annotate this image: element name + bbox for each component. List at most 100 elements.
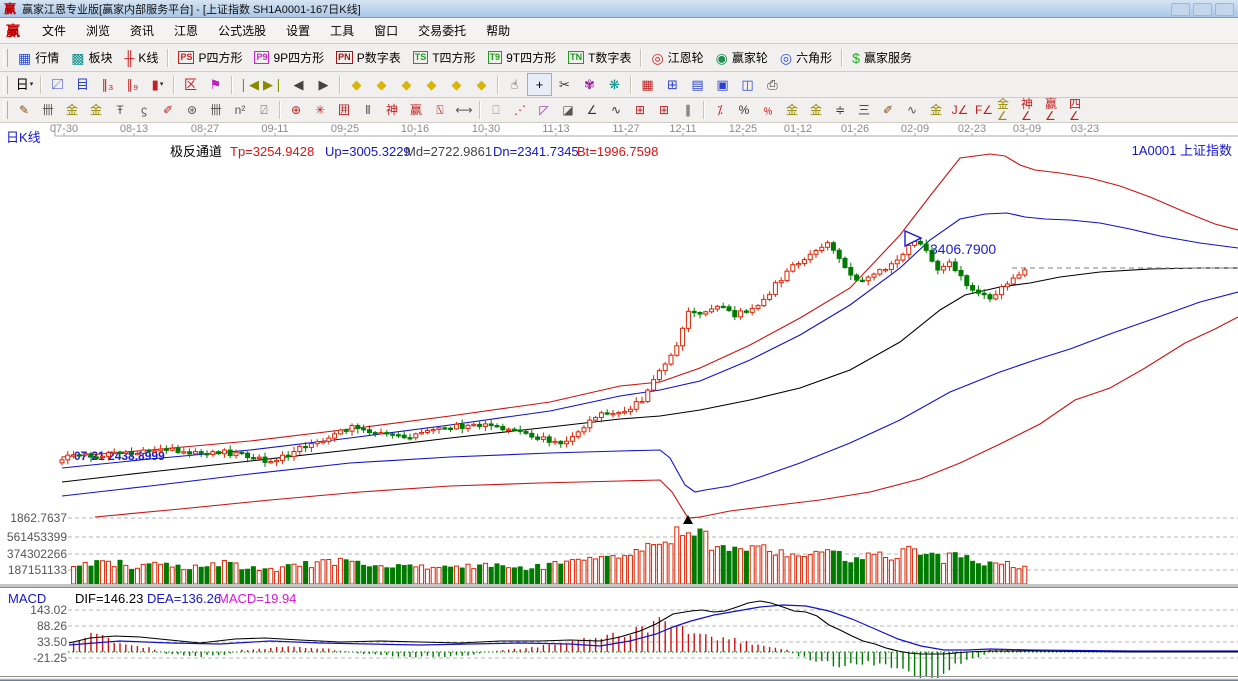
menu-window[interactable]: 窗口 bbox=[374, 24, 399, 38]
btn-last-page[interactable]: ▶❘ bbox=[261, 73, 286, 96]
btn-percent-bars[interactable]: ⁒ bbox=[708, 100, 732, 121]
btn-red-fan[interactable]: ⋰ bbox=[508, 100, 532, 121]
btn-expand-v[interactable]: ◆ bbox=[444, 73, 469, 96]
btn-f-grid[interactable]: Ŧ bbox=[108, 100, 132, 121]
btn-prev-page[interactable]: ◀ bbox=[286, 73, 311, 96]
btn-bars-3[interactable]: ∥₃ bbox=[95, 73, 120, 96]
menu-tools[interactable]: 工具 bbox=[330, 24, 355, 38]
btn-flag-chart[interactable]: ⚑ bbox=[203, 73, 228, 96]
toolbar-grip[interactable] bbox=[3, 75, 8, 94]
btn-drag-hand[interactable]: ☝ bbox=[502, 73, 527, 96]
btn-spiral-tool[interactable]: ϛ bbox=[132, 100, 156, 121]
btn-angle-grid[interactable]: ⍁ bbox=[252, 100, 276, 121]
btn-pan-left[interactable]: ◆ bbox=[344, 73, 369, 96]
btn-percent-line[interactable]: ﹪ bbox=[756, 100, 780, 121]
btn-box-tool[interactable]: ⎕ bbox=[484, 100, 508, 121]
menu-browse[interactable]: 浏览 bbox=[86, 24, 111, 38]
btn-red-grid-b[interactable]: ⊞ bbox=[652, 100, 676, 121]
menu-formula-picker[interactable]: 公式选股 bbox=[218, 24, 267, 38]
toolbar-grip[interactable] bbox=[3, 101, 8, 119]
btn-t-number-table[interactable]: TN T数字表 bbox=[562, 45, 637, 70]
btn-calculator[interactable]: ⊞ bbox=[660, 73, 685, 96]
btn-hexagon[interactable]: ◎ 六角形 bbox=[774, 45, 838, 70]
menu-news[interactable]: 资讯 bbox=[130, 24, 155, 38]
btn-notes[interactable]: ▤ bbox=[685, 73, 710, 96]
btn-print[interactable]: ⎙ bbox=[760, 73, 785, 96]
btn-gann-wheel[interactable]: ◎ 江恩轮 bbox=[645, 45, 709, 70]
btn-shrink-v[interactable]: ◆ bbox=[469, 73, 494, 96]
btn-next-page[interactable]: ▶ bbox=[311, 73, 336, 96]
btn-mark-tool[interactable]: ✾ bbox=[577, 73, 602, 96]
toolbar-grip[interactable] bbox=[3, 48, 8, 67]
btn-gold-circle[interactable]: 金 bbox=[780, 100, 804, 121]
btn-twin-bars[interactable]: Ⅱ bbox=[356, 100, 380, 121]
btn-winner-wheel[interactable]: ◉ 赢家轮 bbox=[710, 45, 774, 70]
btn-wave-lines[interactable]: ∿ bbox=[604, 100, 628, 121]
btn-si-angle[interactable]: 四∠ bbox=[1068, 98, 1092, 122]
btn-p-number-table[interactable]: PN P数字表 bbox=[330, 45, 407, 70]
btn-ray-lines[interactable]: ∠ bbox=[580, 100, 604, 121]
btn-gold-underline[interactable]: 金 bbox=[924, 100, 948, 121]
btn-red-pen-tool[interactable]: ✐ bbox=[156, 100, 180, 121]
btn-brush-tool[interactable]: ✐ bbox=[876, 100, 900, 121]
btn-compress-view[interactable]: 区 bbox=[178, 73, 203, 96]
btn-shrink-h[interactable]: ◆ bbox=[419, 73, 444, 96]
btn-ying-angle[interactable]: 赢∠ bbox=[1044, 98, 1068, 122]
btn-winner-service[interactable]: $ 赢家服务 bbox=[846, 45, 918, 70]
btn-f-angle[interactable]: F∠ bbox=[972, 100, 996, 121]
btn-calendar-21[interactable]: ▦ bbox=[635, 73, 660, 96]
btn-expand-h[interactable]: ◆ bbox=[394, 73, 419, 96]
btn-kline[interactable]: ╫ K线 bbox=[119, 45, 165, 70]
btn-hash-grid[interactable]: 卌 bbox=[204, 100, 228, 121]
btn-shen-angle[interactable]: 神∠ bbox=[1020, 98, 1044, 122]
btn-fan-box[interactable]: ◸ bbox=[532, 100, 556, 121]
btn-star-web[interactable]: ✳ bbox=[308, 100, 332, 121]
btn-circle-cross[interactable]: ⊕ bbox=[284, 100, 308, 121]
btn-t-square[interactable]: TS T四方形 bbox=[407, 45, 482, 70]
btn-parallel-lines[interactable]: ∥ bbox=[676, 100, 700, 121]
btn-sectors[interactable]: ▩ 板块 bbox=[65, 45, 118, 70]
btn-cloud-tool[interactable]: ❋ bbox=[602, 73, 627, 96]
btn-gold-grid-a[interactable]: 金 bbox=[60, 100, 84, 121]
btn-chart-pattern[interactable]: 〼 bbox=[45, 73, 70, 96]
menu-help[interactable]: 帮助 bbox=[486, 24, 511, 38]
btn-crosshair[interactable]: + bbox=[527, 73, 552, 96]
btn-p-square[interactable]: PS P四方形 bbox=[172, 45, 248, 70]
close-button[interactable] bbox=[1215, 3, 1234, 16]
btn-three-lines[interactable]: 三 bbox=[852, 100, 876, 121]
btn-period-day-dropdown[interactable]: 日 ▾ bbox=[12, 73, 37, 96]
btn-gold-angle[interactable]: 金∠ bbox=[996, 98, 1020, 122]
btn-n2-grid[interactable]: n² bbox=[228, 100, 252, 121]
menu-settings[interactable]: 设置 bbox=[286, 24, 311, 38]
btn-quotes[interactable]: ▦ 行情 bbox=[12, 45, 65, 70]
btn-ruler-grid[interactable]: ⍂ bbox=[428, 100, 452, 121]
btn-shen-grid[interactable]: 神 bbox=[380, 100, 404, 121]
btn-first-page[interactable]: ❘◀ bbox=[236, 73, 261, 96]
btn-ying-grid[interactable]: 赢 bbox=[404, 100, 428, 121]
btn-gann-circle[interactable]: ⊛ bbox=[180, 100, 204, 121]
btn-square-web[interactable]: 囲 bbox=[332, 100, 356, 121]
maximize-button[interactable] bbox=[1193, 3, 1212, 16]
btn-f10-info[interactable]: 目 bbox=[70, 73, 95, 96]
btn-grid-tool[interactable]: 卌 bbox=[36, 100, 60, 121]
btn-percent-tool[interactable]: % bbox=[732, 100, 756, 121]
btn-gold-level[interactable]: 金 bbox=[804, 100, 828, 121]
btn-box-lines[interactable]: ◪ bbox=[556, 100, 580, 121]
btn-bars-9[interactable]: ∥₉ bbox=[120, 73, 145, 96]
btn-export-web[interactable]: ◫ bbox=[735, 73, 760, 96]
btn-candle-style-dropdown[interactable]: ▮ ▾ bbox=[145, 73, 170, 96]
btn-price-marks[interactable]: ≑ bbox=[828, 100, 852, 121]
btn-gold-grid-b[interactable]: 金 bbox=[84, 100, 108, 121]
price-pane[interactable]: 极反通道 Tp=3254.9428 Up=3005.3229Md=2722.9861… bbox=[10, 143, 1238, 525]
btn-pen-tool[interactable]: ✎ bbox=[12, 100, 36, 121]
volume-pane[interactable]: 561453399 374302266 187151133 bbox=[7, 515, 1238, 585]
menu-file[interactable]: 文件 bbox=[42, 24, 67, 38]
btn-span-arrows[interactable]: ⟷ bbox=[452, 100, 476, 121]
main-chart[interactable]: 07-30 08-13 08-27 09-11 09-25 10-16 10-30 11-13… bbox=[0, 123, 1238, 681]
btn-pan-right[interactable]: ◆ bbox=[369, 73, 394, 96]
btn-j-angle[interactable]: J∠ bbox=[948, 100, 972, 121]
minimize-button[interactable] bbox=[1171, 3, 1190, 16]
btn-red-grid-a[interactable]: ⊞ bbox=[628, 100, 652, 121]
btn-save[interactable]: ▣ bbox=[710, 73, 735, 96]
